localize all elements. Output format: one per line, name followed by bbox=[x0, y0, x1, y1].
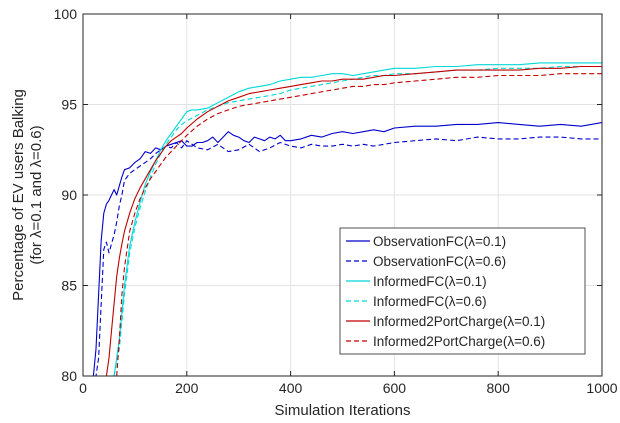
x-tick-label: 600 bbox=[383, 380, 407, 396]
series-line-1 bbox=[92, 122, 602, 376]
series-lines bbox=[92, 62, 602, 376]
x-axis-label: Simulation Iterations bbox=[275, 402, 411, 419]
x-tick-label: 200 bbox=[175, 380, 199, 396]
series-line-6 bbox=[116, 73, 602, 376]
legend-label-2: ObservationFC(λ=0.6) bbox=[373, 254, 506, 269]
y-tick-label: 80 bbox=[61, 368, 77, 384]
x-tick-label: 1000 bbox=[586, 380, 617, 396]
y-tick-label: 90 bbox=[61, 187, 77, 203]
series-layer bbox=[92, 62, 602, 376]
x-tick-label: 400 bbox=[279, 380, 303, 396]
legend-label-4: InformedFC(λ=0.6) bbox=[373, 294, 487, 309]
y-tick-label: 95 bbox=[61, 97, 77, 113]
x-tick-label: 0 bbox=[79, 380, 87, 396]
y-axis-label-line-2: (for λ=0.1 and λ=0.6) bbox=[28, 125, 45, 264]
y-tick-label: 85 bbox=[61, 278, 77, 294]
y-axis-label-line-1: Percentage of EV users Balking bbox=[10, 89, 27, 301]
legend-label-1: ObservationFC(λ=0.1) bbox=[373, 234, 506, 249]
legend-label-6: Informed2PortCharge(λ=0.6) bbox=[373, 334, 545, 349]
y-tick-label: 100 bbox=[54, 6, 78, 22]
legend-box bbox=[339, 227, 586, 355]
legend: ObservationFC(λ=0.1) ObservationFC(λ=0.6)… bbox=[339, 227, 586, 355]
legend-label-5: Informed2PortCharge(λ=0.1) bbox=[373, 314, 545, 329]
legend-label-3: InformedFC(λ=0.1) bbox=[373, 274, 487, 289]
series-line-5 bbox=[105, 65, 602, 376]
x-tick-label: 800 bbox=[487, 380, 511, 396]
ticks: 0 200 400 600 800 1000 80 85 90 95 100 bbox=[54, 6, 618, 396]
series-line-2 bbox=[93, 136, 602, 376]
